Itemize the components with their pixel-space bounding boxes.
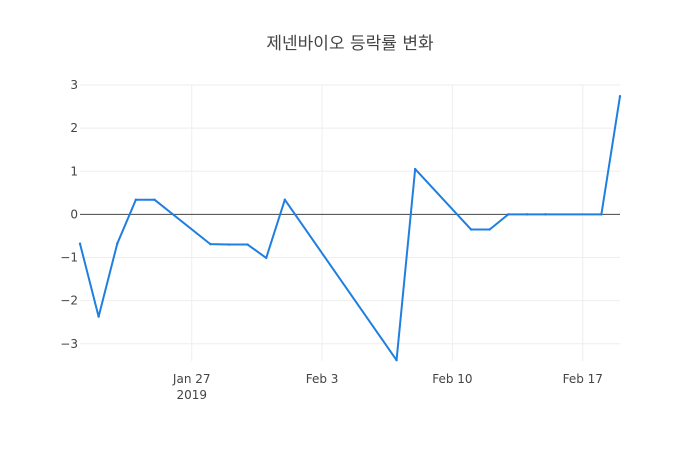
- data-point: [246, 243, 249, 246]
- y-tick-label: 2: [70, 121, 78, 135]
- y-tick-label: −3: [60, 337, 78, 351]
- y-tick-label: 3: [70, 78, 78, 92]
- x-tick-label: Feb 17: [563, 372, 603, 386]
- data-point: [544, 213, 547, 216]
- series-line: [79, 96, 621, 362]
- x-tick-label: Jan 27: [172, 372, 211, 386]
- data-point: [78, 242, 82, 245]
- data-point: [153, 198, 156, 201]
- data-point: [488, 228, 491, 231]
- y-tick-label: 1: [70, 164, 78, 178]
- x-tick-label: Feb 10: [432, 372, 472, 386]
- data-point: [525, 213, 529, 216]
- axis-layer: Jan 27 2019 Feb 3 Feb 10 Feb 17 3 2 1 0 −1 −2 −3: [60, 78, 620, 402]
- y-tick-label: −1: [60, 251, 78, 265]
- x-tick-sublabel: 2019: [176, 388, 207, 402]
- data-point: [265, 256, 268, 260]
- data-point: [97, 315, 100, 318]
- data-point: [209, 242, 212, 246]
- data-point: [116, 242, 119, 245]
- y-tick-label: 0: [70, 207, 78, 221]
- data-point: [227, 243, 231, 246]
- x-tick-label: Feb 3: [306, 372, 339, 386]
- y-tick-label: −2: [60, 294, 78, 308]
- data-point: [413, 167, 417, 171]
- data-point: [507, 213, 510, 216]
- data-point: [134, 198, 138, 201]
- chart-title: 제넨바이오 등락률 변화: [266, 34, 434, 54]
- data-point: [618, 95, 622, 98]
- data-point: [283, 198, 287, 201]
- series-layer: [78, 95, 622, 362]
- data-point: [600, 213, 603, 216]
- data-point: [395, 358, 398, 362]
- grid-layer: [80, 84, 620, 361]
- data-point: [469, 228, 473, 231]
